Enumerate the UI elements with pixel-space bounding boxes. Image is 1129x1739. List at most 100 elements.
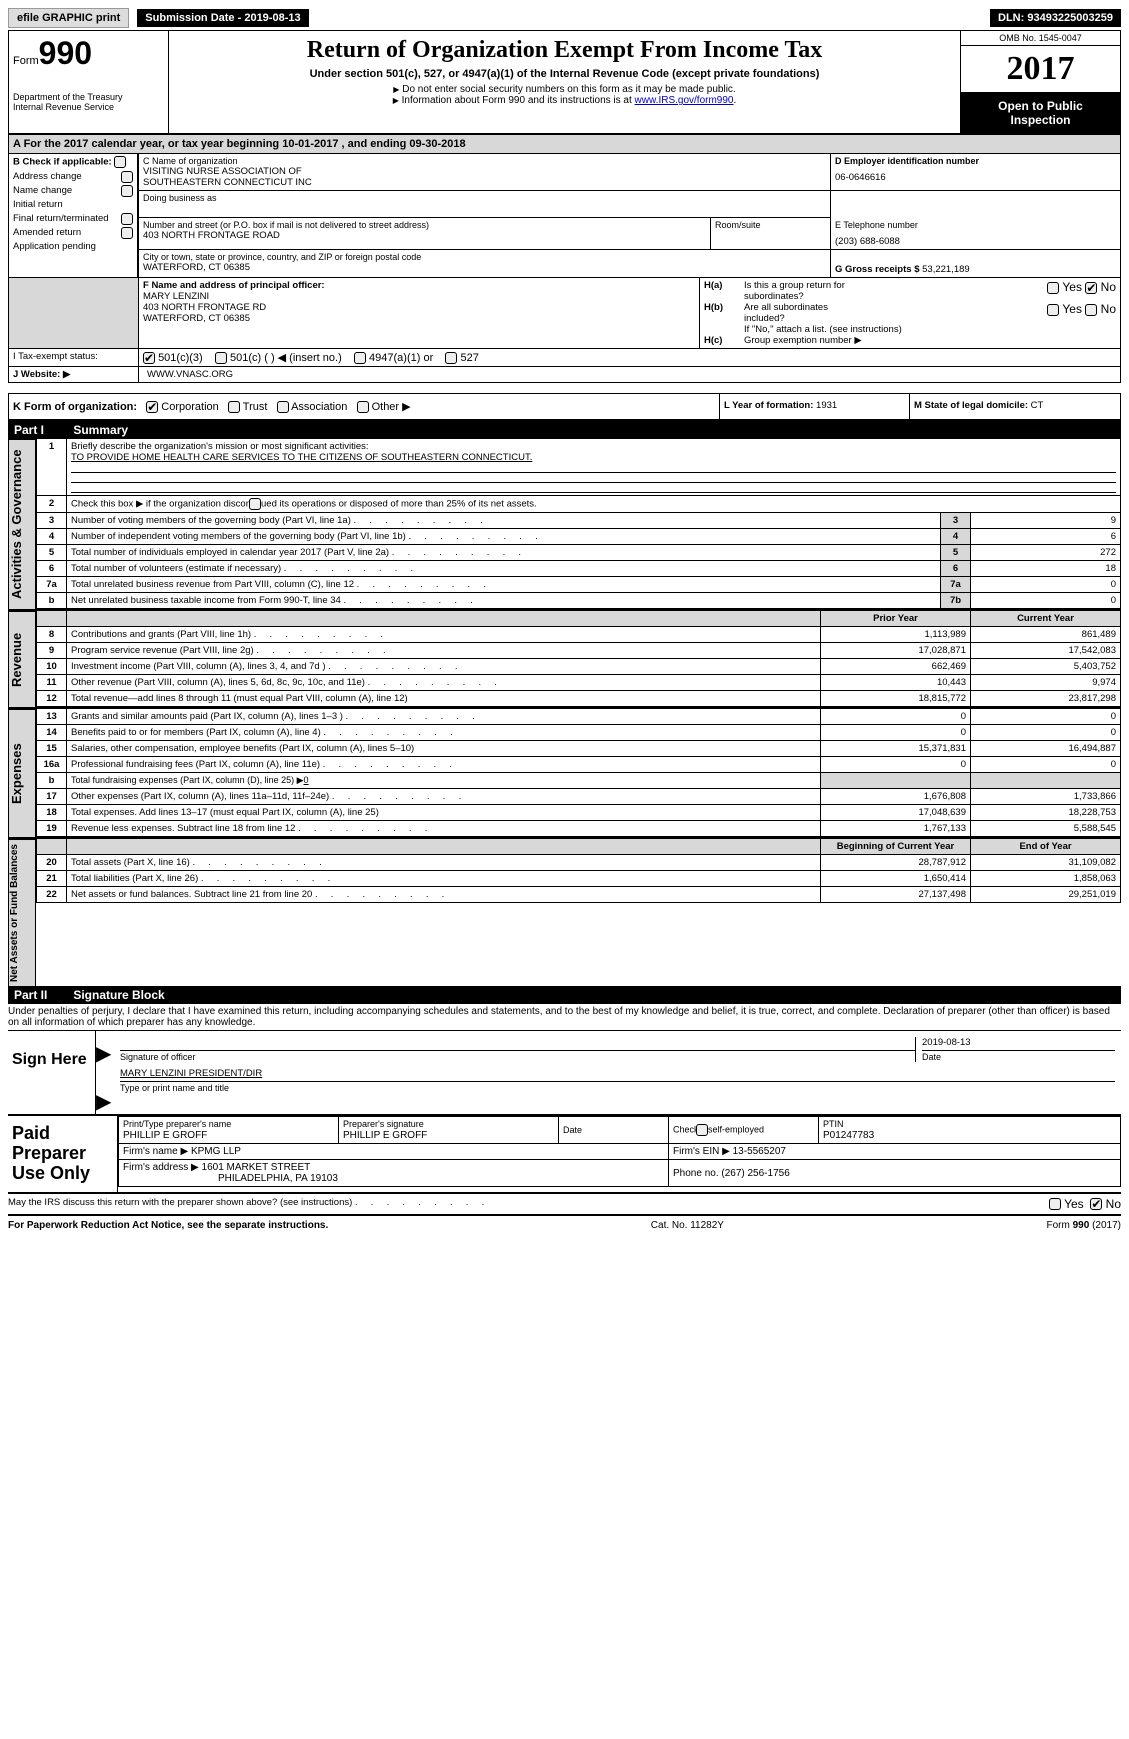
val-3: 9 (971, 513, 1121, 529)
form-of-org: K Form of organization: Corporation Trus… (9, 394, 720, 419)
checkbox-checked[interactable] (1090, 1198, 1102, 1210)
domicile-label: M State of legal domicile: (914, 400, 1031, 411)
c12: 23,817,298 (971, 691, 1121, 707)
prep-sig-val: PHILLIP E GROFF (343, 1130, 427, 1141)
tab-net-assets: Net Assets or Fund Balances (8, 839, 36, 986)
begin-year-header: Beginning of Current Year (821, 839, 971, 855)
preparer-area: Paid Preparer Use Only Print/Type prepar… (8, 1116, 1121, 1193)
checkbox[interactable] (121, 227, 133, 239)
yes-label: Yes (1062, 302, 1082, 316)
section-a-pre: A For the 2017 calendar year, or tax yea… (13, 138, 282, 150)
line-10: Investment income (Part VIII, column (A)… (67, 659, 821, 675)
section-a-row: A For the 2017 calendar year, or tax yea… (8, 135, 1121, 154)
irs-link[interactable]: www.IRS.gov/form990 (635, 95, 734, 106)
tab-expenses: Expenses (8, 709, 36, 837)
row-klm: K Form of organization: Corporation Trus… (8, 393, 1121, 421)
phone-label: E Telephone number (835, 220, 1116, 230)
tax-exempt-label: I Tax-exempt status: (9, 349, 139, 366)
c13: 0 (971, 709, 1121, 725)
checkbox[interactable] (277, 401, 289, 413)
org-name-label: C Name of organization (143, 156, 826, 166)
checkbox[interactable] (249, 498, 261, 510)
checkbox-corp[interactable] (146, 401, 158, 413)
officer-sig-line[interactable] (120, 1037, 915, 1051)
efile-print-button[interactable]: efile GRAPHIC print (8, 8, 129, 28)
part-1-label: Part I (14, 423, 70, 437)
line-11: Other revenue (Part VIII, column (A), li… (67, 675, 821, 691)
checkbox[interactable] (228, 401, 240, 413)
hb-label: H(b) (704, 302, 723, 313)
c22: 29,251,019 (971, 887, 1121, 903)
sign-here-label: Sign Here (8, 1031, 96, 1114)
checkbox[interactable] (1085, 304, 1097, 316)
tab-revenue: Revenue (8, 611, 36, 707)
checkbox[interactable] (215, 352, 227, 364)
p19: 1,767,133 (821, 821, 971, 837)
checkbox[interactable] (1049, 1198, 1061, 1210)
summary-table-net: Beginning of Current YearEnd of Year 20T… (36, 839, 1121, 903)
footer-right: Form 990 (2017) (1047, 1220, 1121, 1231)
firm-name-label: Firm's name ▶ (123, 1146, 191, 1157)
tab-activities: Activities & Governance (8, 439, 36, 609)
part-1-header: Part I Summary (8, 421, 1121, 439)
line-7a: Total unrelated business revenue from Pa… (67, 577, 941, 593)
signature-area: Sign Here ▶▶ Signature of officer 2019-0… (8, 1031, 1121, 1116)
discuss-row: May the IRS discuss this return with the… (8, 1194, 1121, 1216)
line-14: Benefits paid to or for members (Part IX… (67, 725, 821, 741)
prep-sig-label: Preparer's signature (343, 1119, 424, 1129)
checkbox[interactable] (121, 171, 133, 183)
p21: 1,650,414 (821, 871, 971, 887)
room-label: Room/suite (715, 220, 826, 230)
c15: 16,494,887 (971, 741, 1121, 757)
opt-501c: 501(c) ( ) ◀ (insert no.) (230, 352, 342, 364)
preparer-grid: Print/Type preparer's name PHILLIP E GROF… (118, 1116, 1121, 1191)
mission-value: TO PROVIDE HOME HEALTH CARE SERVICES TO … (71, 452, 532, 463)
checkbox-checked[interactable] (1085, 282, 1097, 294)
prep-print-label: Print/Type preparer's name (123, 1119, 231, 1129)
ha-label: H(a) (704, 280, 722, 291)
checkbox-501c3[interactable] (143, 352, 155, 364)
checkbox[interactable] (121, 185, 133, 197)
line-9: Program service revenue (Part VIII, line… (67, 643, 821, 659)
no-label: No (1101, 302, 1116, 316)
officer-addr: 403 NORTH FRONTAGE RD (143, 302, 266, 313)
p20: 28,787,912 (821, 855, 971, 871)
officer-name: MARY LENZINI (143, 291, 209, 302)
addr-label: Number and street (or P.O. box if mail i… (143, 220, 706, 230)
checkbox[interactable] (1047, 304, 1059, 316)
omb-number: OMB No. 1545-0047 (961, 31, 1120, 46)
treasury-line2: Internal Revenue Service (13, 102, 114, 112)
checkbox[interactable] (357, 401, 369, 413)
checkbox[interactable] (121, 213, 133, 225)
checkbox[interactable] (1047, 282, 1059, 294)
box-h: H(a) Is this a group return for subordin… (700, 278, 1120, 348)
revenue-section: Revenue Prior YearCurrent Year 8Contribu… (8, 609, 1121, 707)
checkbox[interactable] (445, 352, 457, 364)
mission-label: Briefly describe the organization's miss… (71, 441, 369, 452)
c20: 31,109,082 (971, 855, 1121, 871)
no-label: No (1101, 280, 1116, 294)
val-6: 18 (971, 561, 1121, 577)
part-2-header: Part II Signature Block (8, 986, 1121, 1004)
p11: 10,443 (821, 675, 971, 691)
opt-corp: Corporation (161, 401, 218, 413)
gross-receipts-value: 53,221,189 (922, 264, 970, 275)
header-notes: Do not enter social security numbers on … (177, 84, 952, 106)
form-header: Form990 Department of the Treasury Inter… (8, 30, 1121, 135)
mid-right-container: C Name of organization VISITING NURSE AS… (138, 154, 1121, 278)
checkbox[interactable] (696, 1124, 708, 1136)
line-20: Total assets (Part X, line 16) (67, 855, 821, 871)
box-l: L Year of formation: 1931 (720, 394, 910, 419)
tax-year: 2017 (961, 46, 1120, 93)
checkbox[interactable] (354, 352, 366, 364)
yes-label: Yes (1064, 1197, 1084, 1211)
opt-501c3: 501(c)(3) (158, 352, 203, 364)
line-22: Net assets or fund balances. Subtract li… (67, 887, 821, 903)
line-13: Grants and similar amounts paid (Part IX… (67, 709, 821, 725)
city-label: City or town, state or province, country… (143, 252, 826, 262)
sig-date-value: 2019-08-13 (922, 1037, 1115, 1051)
section-a-mid: , and ending (338, 138, 409, 150)
name-change-row: Name change (13, 185, 133, 196)
firm-phone-label: Phone no. (673, 1168, 721, 1179)
checkbox[interactable] (114, 156, 126, 168)
